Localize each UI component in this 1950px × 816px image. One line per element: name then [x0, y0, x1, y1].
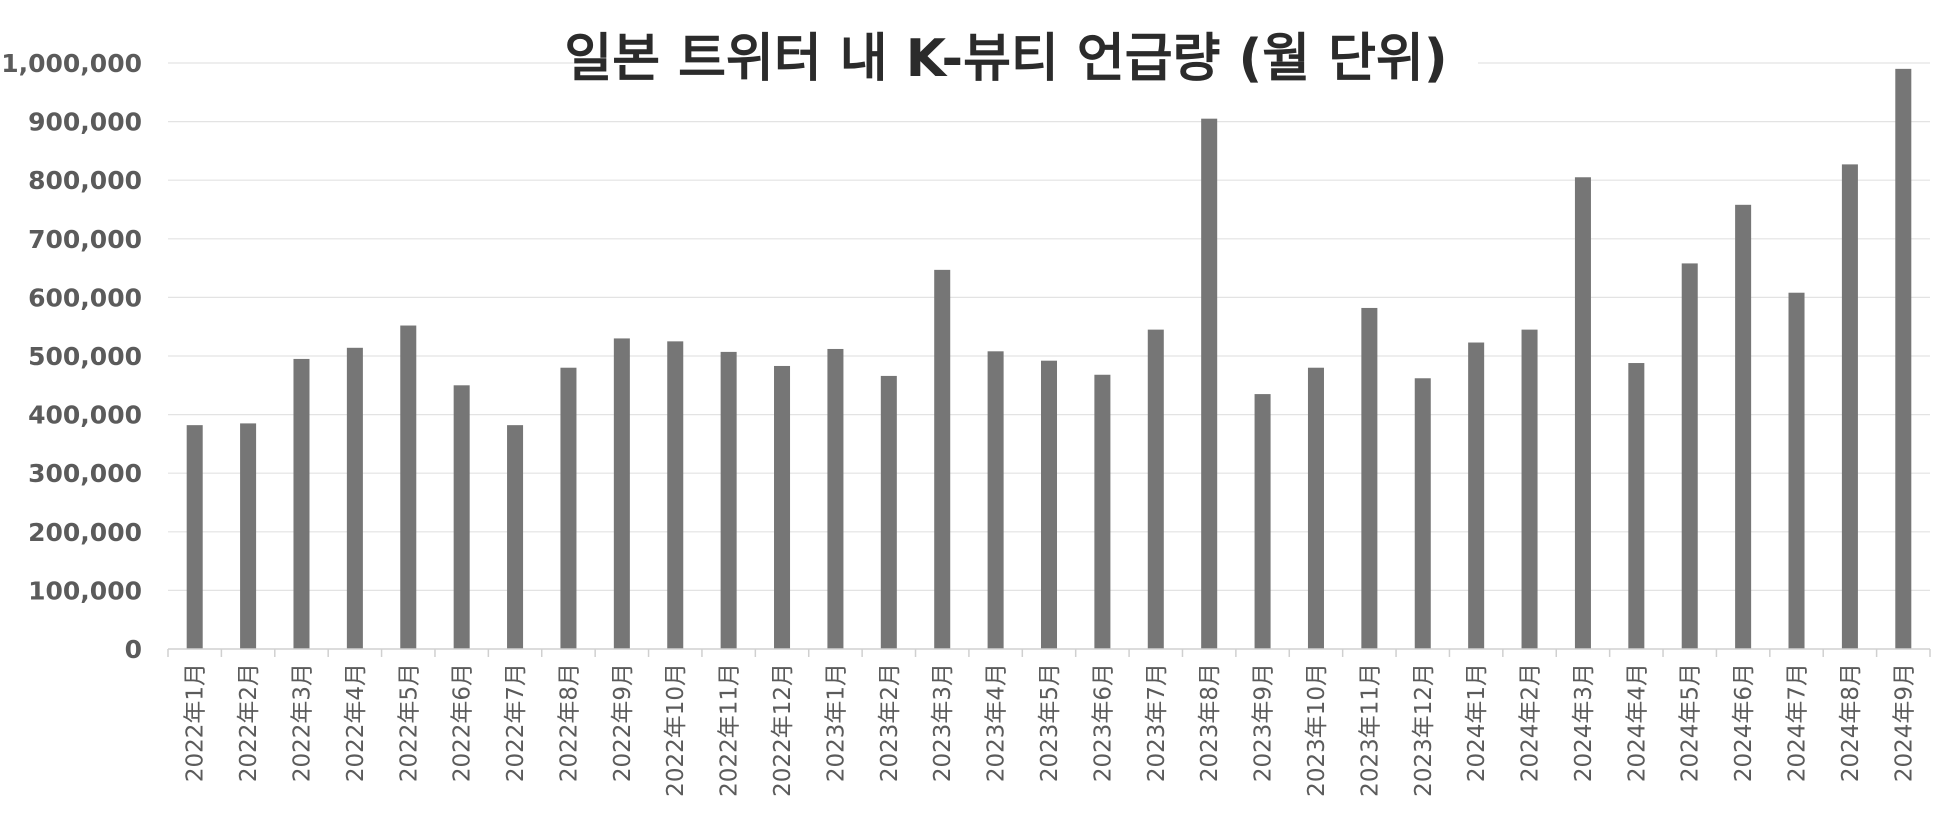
- y-tick-label: 200,000: [28, 518, 142, 547]
- bar: [1735, 204, 1752, 649]
- bar: [400, 325, 417, 649]
- bar: [346, 347, 363, 649]
- bar: [1574, 177, 1591, 649]
- x-tick-label: 2023年9月: [1251, 663, 1277, 782]
- x-tick-label: 2022年12月: [770, 663, 796, 797]
- x-tick-label: 2023年4月: [984, 663, 1010, 782]
- bar: [1201, 118, 1218, 650]
- x-tick-label: 2024年9月: [1891, 663, 1917, 782]
- bar: [240, 423, 257, 649]
- bars: [186, 68, 1912, 650]
- x-tick-label: 2024年1月: [1464, 663, 1490, 782]
- x-tick-label: 2024年7月: [1785, 663, 1811, 782]
- bar: [613, 338, 630, 649]
- x-tick-label: 2023年2月: [877, 663, 903, 782]
- x-tick-label: 2024年5月: [1678, 663, 1704, 782]
- x-tick-label: 2022年4月: [343, 663, 369, 782]
- bar: [1681, 263, 1698, 649]
- x-tick-label: 2024年3月: [1571, 663, 1597, 782]
- bar: [1040, 360, 1058, 649]
- x-tick-label: 2023年3月: [930, 663, 956, 782]
- bar: [1307, 367, 1324, 649]
- bar: [1468, 342, 1485, 649]
- x-tick-label: 2024年2月: [1518, 663, 1544, 782]
- bar: [560, 367, 577, 649]
- y-tick-label: 100,000: [28, 576, 142, 605]
- bar: [186, 425, 203, 649]
- bar: [667, 341, 684, 649]
- bar: [827, 348, 844, 649]
- bar: [1628, 363, 1645, 649]
- x-tick-label: 2022年7月: [503, 663, 529, 782]
- x-axis-ticks: 2022年1月 2022年2月 2022年3月 2022年4月 2022年5月 2022年…: [167, 649, 1931, 797]
- x-tick-label: 2022年6月: [450, 663, 476, 782]
- bar: [1788, 292, 1805, 649]
- bar: [1841, 164, 1858, 650]
- bar: [453, 385, 470, 649]
- bar: [720, 351, 737, 649]
- bar: [507, 425, 524, 649]
- bar: [1414, 378, 1431, 649]
- bar: [1094, 374, 1111, 649]
- y-tick-label: 500,000: [28, 342, 142, 371]
- x-tick-label: 2024年6月: [1731, 663, 1757, 782]
- x-tick-label: 2024年4月: [1624, 663, 1650, 782]
- y-tick-label: 1,000,000: [1, 49, 142, 78]
- bar: [880, 375, 897, 649]
- y-axis-ticks: 0 100,000 200,000 300,000 400,000 500,000 600,…: [1, 49, 142, 664]
- x-tick-label: 2024年8月: [1838, 663, 1864, 782]
- y-tick-label: 400,000: [28, 401, 142, 430]
- bar: [1147, 329, 1164, 649]
- bar: [293, 358, 310, 649]
- x-tick-label: 2023年8月: [1197, 663, 1223, 782]
- x-tick-label: 2022年1月: [183, 663, 209, 782]
- y-tick-label: 900,000: [28, 108, 142, 137]
- y-tick-label: 700,000: [28, 225, 142, 254]
- title-background: [578, 28, 1478, 96]
- x-tick-label: 2022年3月: [289, 663, 315, 782]
- y-tick-label: 0: [125, 635, 142, 664]
- x-tick-label: 2023年5月: [1037, 663, 1063, 782]
- x-tick-label: 2022年5月: [396, 663, 422, 782]
- bar: [934, 269, 951, 649]
- x-tick-label: 2023年10月: [1304, 663, 1330, 797]
- y-tick-label: 800,000: [28, 166, 142, 195]
- y-tick-label: 600,000: [28, 283, 142, 312]
- bar: [1254, 394, 1271, 649]
- x-tick-label: 2022年8月: [556, 663, 582, 782]
- x-tick-label: 2023年12月: [1411, 663, 1437, 797]
- x-tick-label: 2022年9月: [610, 663, 636, 782]
- y-tick-label: 300,000: [28, 459, 142, 488]
- x-tick-label: 2023年7月: [1144, 663, 1170, 782]
- bar: [1895, 68, 1912, 650]
- x-tick-label: 2022年2月: [236, 663, 262, 782]
- x-tick-label: 2022年10月: [663, 663, 689, 797]
- bar: [1521, 329, 1538, 649]
- x-tick-label: 2023年6月: [1090, 663, 1116, 782]
- x-tick-label: 2023年1月: [823, 663, 849, 782]
- bar: [1361, 307, 1378, 649]
- bar: [987, 351, 1004, 649]
- x-tick-label: 2022年11月: [717, 663, 743, 797]
- chart-title: 일본 트위터 내 K-뷰티 언급량 (월 단위): [564, 29, 1447, 89]
- bar: [774, 365, 791, 649]
- x-tick-label: 2023年11月: [1357, 663, 1383, 797]
